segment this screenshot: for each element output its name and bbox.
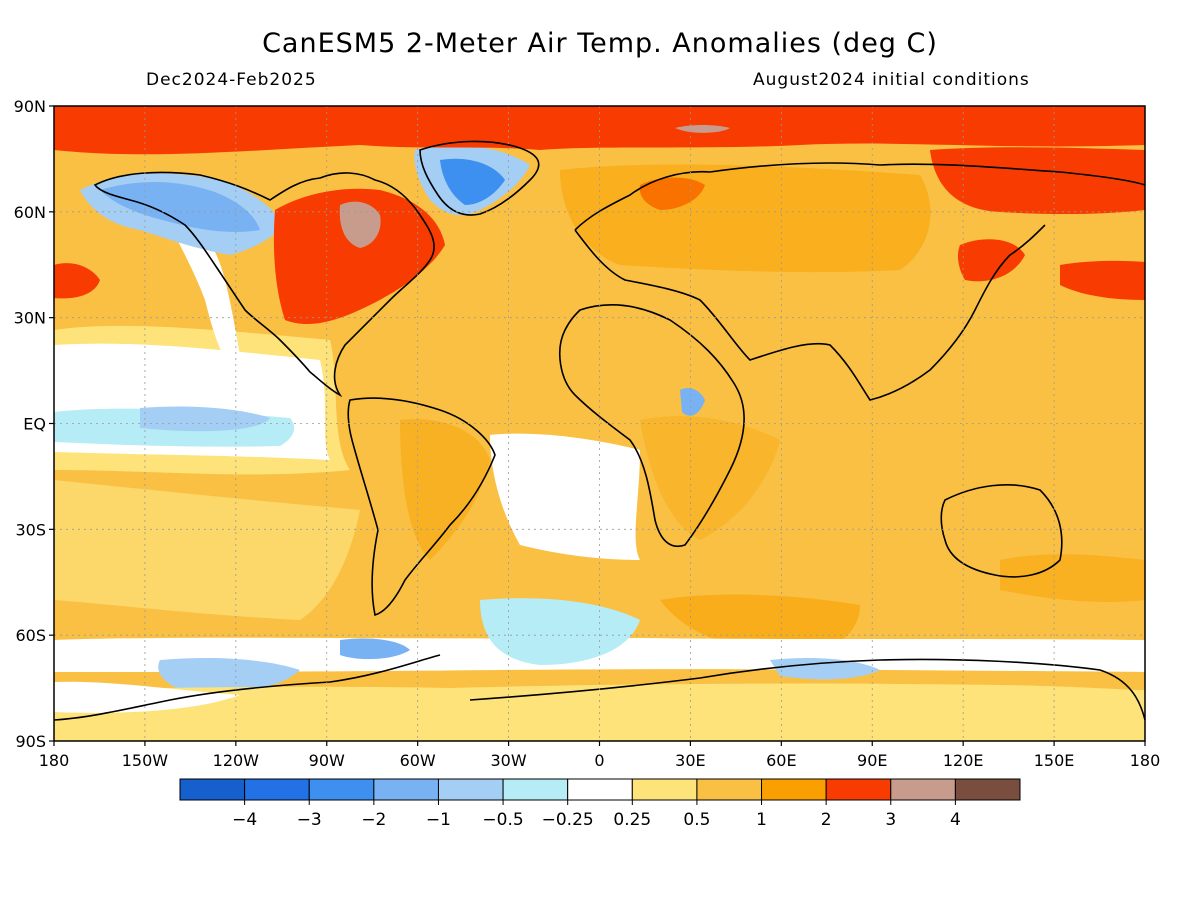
- colorbar-label: 0.5: [683, 810, 710, 830]
- colorbar-label: −4: [232, 810, 257, 830]
- colorbar-label: 1: [756, 810, 767, 830]
- colorbar-label: 2: [821, 810, 832, 830]
- lat-tick-label: 90N: [14, 97, 46, 116]
- lat-tick-label: 30N: [14, 309, 46, 328]
- colorbar-label: 0.25: [613, 810, 651, 830]
- field-greenland-cold: [440, 158, 505, 205]
- colorbar-label: 4: [950, 810, 961, 830]
- field-arctic-hot: [675, 125, 730, 133]
- field-ross-neutral: [54, 681, 240, 713]
- lon-tick-label: 150E: [1034, 751, 1075, 770]
- coastline-australia: [940, 484, 1063, 578]
- colorbar-swatch: [567, 778, 633, 801]
- coastline-south-america: [347, 397, 496, 617]
- colorbar-label: −1: [426, 810, 451, 830]
- lon-tick-label: 90E: [857, 751, 887, 770]
- colorbar-swatch: [696, 778, 763, 801]
- season-label: Dec2024-Feb2025: [146, 70, 317, 90]
- lat-tick-label: 60S: [15, 626, 46, 645]
- colorbar-swatch: [373, 778, 439, 801]
- field-samerica-warm: [400, 419, 490, 560]
- field-atlantic-neutral: [490, 433, 640, 560]
- colorbar-label: 3: [885, 810, 896, 830]
- coastline-eurasia: [574, 162, 1146, 401]
- lon-tick-label: 0: [594, 751, 604, 770]
- lon-tick-label: 30W: [490, 751, 526, 770]
- field-eafrica-cool: [680, 388, 705, 416]
- lon-tick-label: 180: [39, 751, 70, 770]
- colorbar-swatch: [437, 778, 504, 801]
- lat-tick-label: 90S: [15, 732, 46, 751]
- lat-tick-label: EQ: [23, 415, 46, 434]
- lat-tick-label: 30S: [15, 520, 46, 539]
- map-title: CanESM5 2-Meter Air Temp. Anomalies (deg…: [262, 28, 938, 59]
- field-pacific-cool-core: [140, 406, 270, 432]
- lon-tick-label: 180: [1130, 751, 1161, 770]
- field-satlantic-cool: [480, 598, 640, 665]
- field-eantarctic-cool: [770, 658, 880, 680]
- lon-tick-label: 120W: [213, 751, 260, 770]
- colorbar-swatch: [954, 778, 1021, 801]
- coastline-greenland: [419, 140, 540, 216]
- field-japan-warm: [957, 239, 1025, 282]
- colorbar-swatch: [244, 778, 310, 801]
- field-tasman-warm: [1000, 554, 1145, 602]
- lon-tick-label: 60E: [766, 751, 796, 770]
- lon-tick-label: 120E: [943, 751, 984, 770]
- field-amundsen-cool: [158, 658, 300, 692]
- lat-tick-label: 60N: [14, 203, 46, 222]
- colorbar-swatch: [631, 778, 698, 801]
- coastline-north-america: [93, 171, 435, 398]
- lon-tick-label: 60W: [400, 751, 436, 770]
- colorbar-swatch: [179, 778, 246, 801]
- coastline-africa: [559, 304, 745, 547]
- colorbar-swatch: [308, 778, 375, 801]
- colorbar-swatch: [502, 778, 569, 801]
- lon-tick-label: 90W: [309, 751, 345, 770]
- lon-tick-label: 150W: [122, 751, 169, 770]
- field-canada-warm: [273, 188, 445, 325]
- field-eurasia-warm: [560, 164, 931, 273]
- colorbar-label: −0.25: [542, 810, 594, 830]
- colorbar: −4 −3 −2 −1 −0.5 −0.25 0.25 0.5 1 2 3 4: [179, 778, 1021, 830]
- colorbar-swatch: [890, 778, 956, 801]
- init-conditions-label: August2024 initial conditions: [753, 70, 1030, 90]
- lon-axis: 180 150W 120W 90W 60W 30W 0 30E 60E 90E 120E 150E 18…: [39, 741, 1161, 770]
- field-npac-west-warm: [54, 263, 100, 299]
- field-drake-cool: [340, 638, 410, 660]
- lat-axis: 90N 60N 30N EQ 30S 60S 90S: [14, 97, 54, 751]
- coastline-antarctica: [53, 654, 1146, 721]
- field-nepac-neutral: [160, 200, 245, 380]
- colorbar-label: −0.5: [482, 810, 523, 830]
- colorbar-swatch: [825, 778, 892, 801]
- field-npac-warm: [1060, 260, 1145, 300]
- field-alaska-cold: [100, 181, 260, 233]
- field-spac-weak: [54, 480, 360, 620]
- coastlines: [53, 140, 1146, 721]
- lon-tick-label: 30E: [675, 751, 705, 770]
- colorbar-label: −2: [361, 810, 386, 830]
- gridlines: [54, 106, 1145, 741]
- colorbar-swatch: [761, 778, 827, 801]
- colorbar-label: −3: [297, 810, 322, 830]
- field-africa-warm: [640, 416, 780, 540]
- field-siberia-warm: [930, 147, 1145, 215]
- field-hudson-hot: [339, 201, 381, 248]
